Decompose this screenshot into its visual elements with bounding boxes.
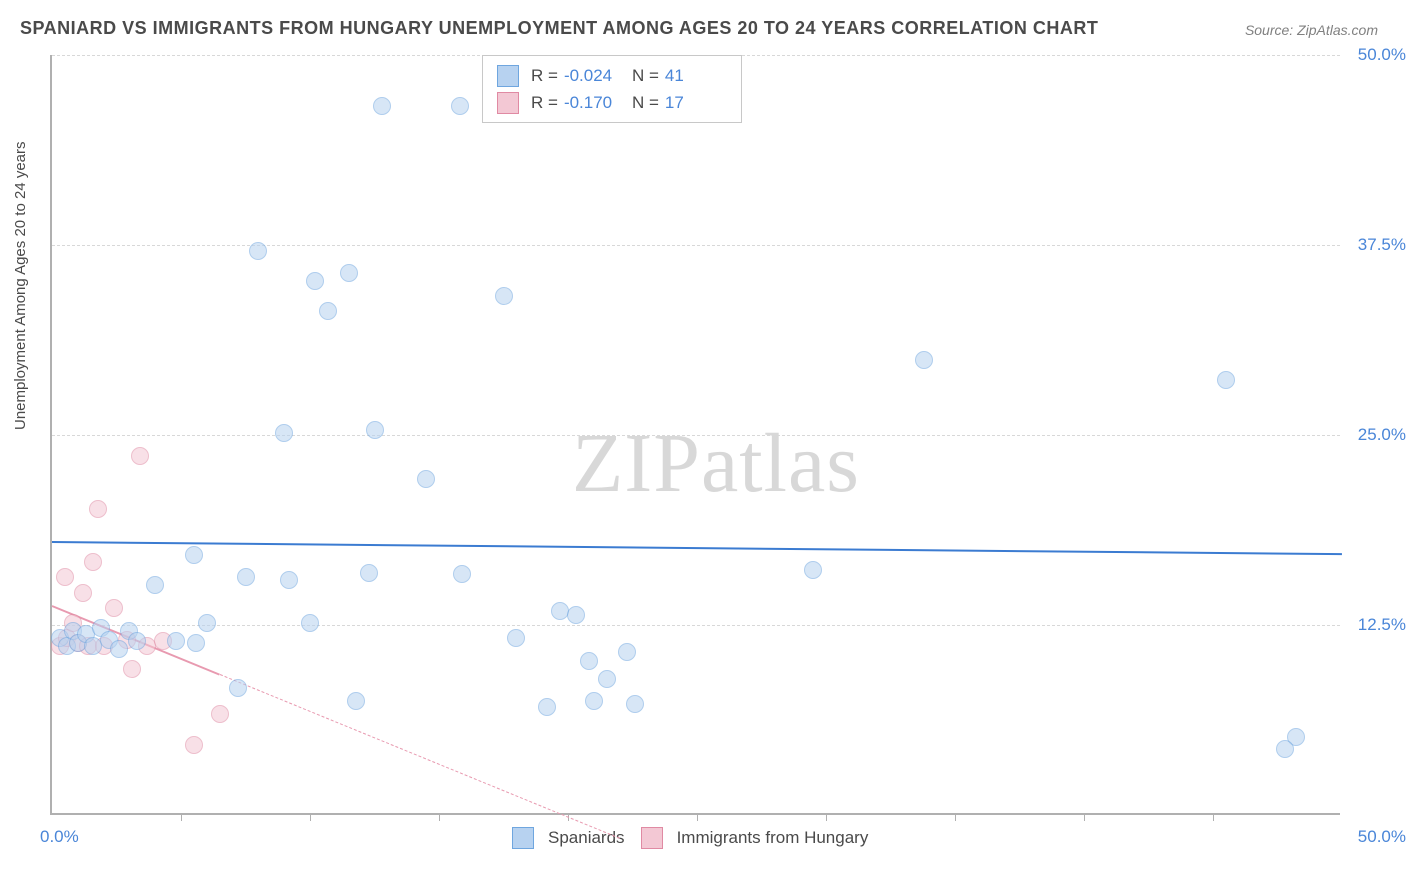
chart-title: SPANIARD VS IMMIGRANTS FROM HUNGARY UNEM… <box>20 18 1098 39</box>
y-tick-label: 37.5% <box>1358 235 1406 255</box>
scatter-point-hungary <box>84 553 102 571</box>
x-tick <box>697 813 698 821</box>
scatter-point-spaniards <box>451 97 469 115</box>
gridline <box>52 245 1340 246</box>
r-label: R = <box>531 89 558 116</box>
legend-swatch-spaniards <box>497 65 519 87</box>
r-value-hungary: -0.170 <box>564 89 626 116</box>
scatter-point-hungary <box>185 736 203 754</box>
legend-item-spaniards: Spaniards <box>512 827 625 849</box>
scatter-point-spaniards <box>495 287 513 305</box>
scatter-point-spaniards <box>249 242 267 260</box>
scatter-point-spaniards <box>453 565 471 583</box>
r-label: R = <box>531 62 558 89</box>
scatter-point-spaniards <box>340 264 358 282</box>
x-tick <box>826 813 827 821</box>
legend-row-spaniards: R = -0.024 N = 41 <box>497 62 727 89</box>
scatter-point-spaniards <box>538 698 556 716</box>
scatter-point-hungary <box>89 500 107 518</box>
scatter-point-spaniards <box>915 351 933 369</box>
scatter-point-spaniards <box>229 679 247 697</box>
scatter-plot-area: ZIPatlas R = -0.024 N = 41 R = -0.170 N … <box>50 55 1340 815</box>
scatter-point-spaniards <box>128 632 146 650</box>
x-tick <box>181 813 182 821</box>
r-value-spaniards: -0.024 <box>564 62 626 89</box>
scatter-point-spaniards <box>237 568 255 586</box>
y-tick-label: 50.0% <box>1358 45 1406 65</box>
scatter-point-spaniards <box>167 632 185 650</box>
scatter-point-spaniards <box>618 643 636 661</box>
n-label: N = <box>632 62 659 89</box>
scatter-point-spaniards <box>580 652 598 670</box>
watermark-part1: ZIP <box>572 417 701 510</box>
n-value-spaniards: 41 <box>665 62 727 89</box>
legend-swatch-hungary <box>497 92 519 114</box>
scatter-point-spaniards <box>280 571 298 589</box>
x-tick <box>1213 813 1214 821</box>
scatter-point-spaniards <box>146 576 164 594</box>
scatter-point-spaniards <box>585 692 603 710</box>
scatter-point-spaniards <box>567 606 585 624</box>
correlation-legend: R = -0.024 N = 41 R = -0.170 N = 17 <box>482 55 742 123</box>
trendline <box>219 674 619 839</box>
scatter-point-spaniards <box>187 634 205 652</box>
source-attribution: Source: ZipAtlas.com <box>1245 22 1378 38</box>
scatter-point-hungary <box>56 568 74 586</box>
scatter-point-spaniards <box>185 546 203 564</box>
legend-swatch-spaniards <box>512 827 534 849</box>
x-tick <box>310 813 311 821</box>
scatter-point-hungary <box>211 705 229 723</box>
scatter-point-spaniards <box>626 695 644 713</box>
x-tick <box>439 813 440 821</box>
scatter-point-spaniards <box>598 670 616 688</box>
legend-label-hungary: Immigrants from Hungary <box>677 828 869 848</box>
scatter-point-hungary <box>123 660 141 678</box>
watermark-part2: atlas <box>701 417 860 510</box>
scatter-point-spaniards <box>366 421 384 439</box>
scatter-point-spaniards <box>198 614 216 632</box>
n-label: N = <box>632 89 659 116</box>
scatter-point-spaniards <box>1276 740 1294 758</box>
scatter-point-spaniards <box>507 629 525 647</box>
scatter-point-hungary <box>131 447 149 465</box>
legend-item-hungary: Immigrants from Hungary <box>641 827 869 849</box>
trendline <box>52 541 1342 555</box>
x-axis-min-label: 0.0% <box>40 827 79 847</box>
x-axis-max-label: 50.0% <box>1358 827 1406 847</box>
scatter-point-spaniards <box>275 424 293 442</box>
gridline <box>52 625 1340 626</box>
gridline <box>52 435 1340 436</box>
scatter-point-spaniards <box>804 561 822 579</box>
watermark: ZIPatlas <box>572 415 860 512</box>
y-tick-label: 12.5% <box>1358 615 1406 635</box>
y-axis-label: Unemployment Among Ages 20 to 24 years <box>12 141 29 430</box>
series-legend: Spaniards Immigrants from Hungary <box>512 827 868 849</box>
legend-swatch-hungary <box>641 827 663 849</box>
scatter-point-spaniards <box>360 564 378 582</box>
scatter-point-spaniards <box>1217 371 1235 389</box>
x-tick <box>955 813 956 821</box>
legend-row-hungary: R = -0.170 N = 17 <box>497 89 727 116</box>
x-tick <box>1084 813 1085 821</box>
y-tick-label: 25.0% <box>1358 425 1406 445</box>
scatter-point-spaniards <box>347 692 365 710</box>
scatter-point-spaniards <box>319 302 337 320</box>
scatter-point-hungary <box>105 599 123 617</box>
scatter-point-spaniards <box>373 97 391 115</box>
legend-label-spaniards: Spaniards <box>548 828 625 848</box>
scatter-point-spaniards <box>110 640 128 658</box>
scatter-point-spaniards <box>306 272 324 290</box>
scatter-point-spaniards <box>301 614 319 632</box>
scatter-point-hungary <box>74 584 92 602</box>
n-value-hungary: 17 <box>665 89 727 116</box>
scatter-point-spaniards <box>417 470 435 488</box>
